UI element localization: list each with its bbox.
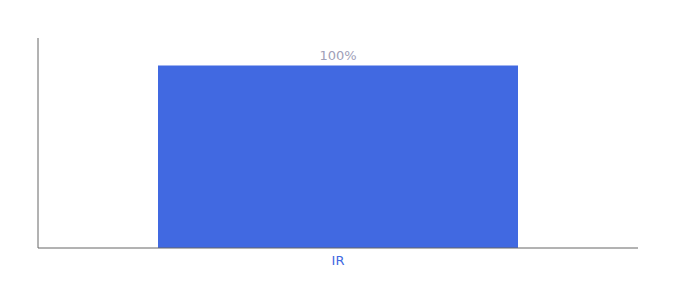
svg-text:100%: 100% bbox=[319, 48, 356, 63]
svg-text:IR: IR bbox=[332, 253, 345, 268]
